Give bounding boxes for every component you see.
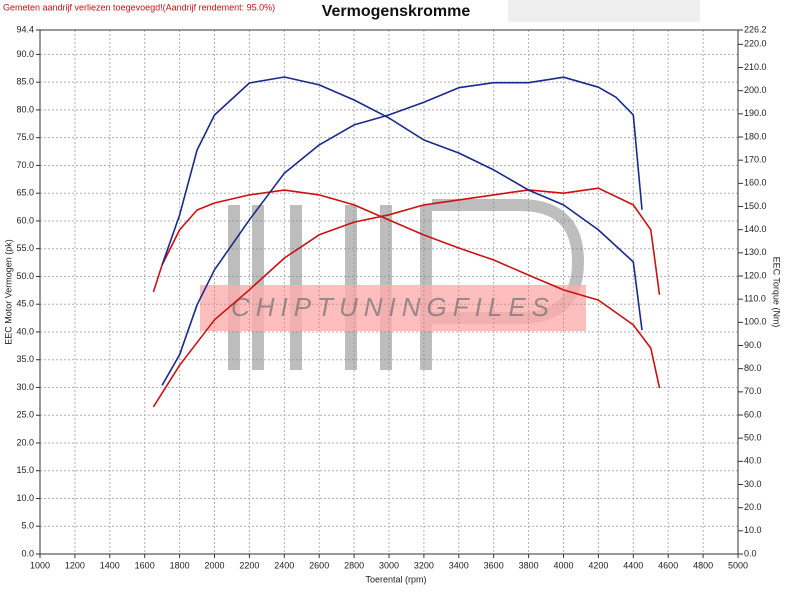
x-tick-label: 1800 [170,560,190,570]
y2-tick-label: 100.0 [744,317,767,327]
y-tick-label: 60.0 [16,215,34,225]
y-tick-label: 85.0 [16,77,34,87]
x-tick-label: 2600 [309,560,329,570]
y2-tick-label: 20.0 [744,502,762,512]
y2-tick-label: 200.0 [744,85,767,95]
watermark-band [200,285,586,331]
x-tick-label: 2200 [239,560,259,570]
y2-tick-label: 10.0 [744,525,762,535]
y-tick-label: 15.0 [16,465,34,475]
y-tick-label: 65.0 [16,188,34,198]
x-tick-label: 5000 [728,560,748,570]
y2-tick-label: 30.0 [744,479,762,489]
y-tick-label: 70.0 [16,160,34,170]
logo-bar [345,205,357,370]
data-line [152,189,661,389]
y2-tick-label: 40.0 [744,456,762,466]
x-tick-label: 4200 [588,560,608,570]
x-tick-label: 1400 [100,560,120,570]
plot-frame [39,29,739,555]
x-tick-label: 2400 [274,560,294,570]
y2-tick-label: 70.0 [744,386,762,396]
x-tick-label: 1600 [135,560,155,570]
y2-tick-label: 190.0 [744,108,767,118]
y-tick-label: 50.0 [16,271,34,281]
y2-tick-label: 150.0 [744,201,767,211]
y-tick-label: 80.0 [16,104,34,114]
y-tick-label: 0.0 [21,548,34,558]
logo-bar [420,205,432,370]
y2-tick-label: 170.0 [744,155,767,165]
y-tick-label: 75.0 [16,132,34,142]
y2-tick-label: 140.0 [744,224,767,234]
y2-axis-title: EEC Torque (Nm) [772,257,782,328]
note: Gemeten aandrijf verliezen toegevoegd!(A… [3,2,275,12]
x-tick-label: 3200 [414,560,434,570]
y-tick-label: 40.0 [16,326,34,336]
y2-tick-label: 160.0 [744,178,767,188]
y2-tick-label: 220.0 [744,39,767,49]
y-tick-label: 35.0 [16,354,34,364]
x-tick-label: 1200 [65,560,85,570]
y-tick-label: 5.0 [21,521,34,531]
data-line [161,76,643,331]
x-tick-label: 3000 [379,560,399,570]
x-tick-label: 1000 [30,560,50,570]
y2-tick-label: 60.0 [744,409,762,419]
y-tick-label: 20.0 [16,437,34,447]
y2-tick-label: 226.2 [744,24,767,34]
y-tick-label: 90.0 [16,49,34,59]
y2-tick-label: 80.0 [744,363,762,373]
y2-tick-label: 130.0 [744,247,767,257]
y2-tick-label: 0.0 [744,548,757,558]
x-tick-label: 3800 [519,560,539,570]
y-tick-label: 25.0 [16,410,34,420]
x-tick-label: 3400 [449,560,469,570]
x-tick-label: 2000 [204,560,224,570]
y2-tick-label: 210.0 [744,62,767,72]
x-tick-label: 4800 [693,560,713,570]
x-tick-label: 3600 [484,560,504,570]
x-tick-label: 2800 [344,560,364,570]
x-tick-label: 4000 [553,560,573,570]
y2-tick-label: 90.0 [744,340,762,350]
data-line [161,76,643,386]
y2-tick-label: 110.0 [744,294,766,304]
watermark-text: CHIPTUNINGFILES [231,292,555,322]
y-axis-title: EEC Motor Vermogen (pk) [3,239,13,345]
y-tick-label: 10.0 [16,493,34,503]
logo-bar [380,205,392,370]
y2-tick-label: 180.0 [744,131,767,141]
y-tick-label: 45.0 [16,299,34,309]
x-tick-label: 4600 [658,560,678,570]
chart-title: Vermogenskromme [322,3,471,20]
y-tick-label: 55.0 [16,243,34,253]
logo-bar [290,205,302,370]
y2-tick-label: 120.0 [744,270,767,280]
y-tick-label: 30.0 [16,382,34,392]
logo-arc [432,199,585,324]
y2-tick-label: 50.0 [744,433,762,443]
y-tick-label: 94.4 [16,24,34,34]
logo-bar [252,205,264,370]
x-tick-label: 4400 [623,560,643,570]
header-box [508,0,700,22]
x-axis-title: Toerental (rpm) [365,574,426,584]
watermark-logo [200,199,586,370]
data-line [152,187,661,408]
